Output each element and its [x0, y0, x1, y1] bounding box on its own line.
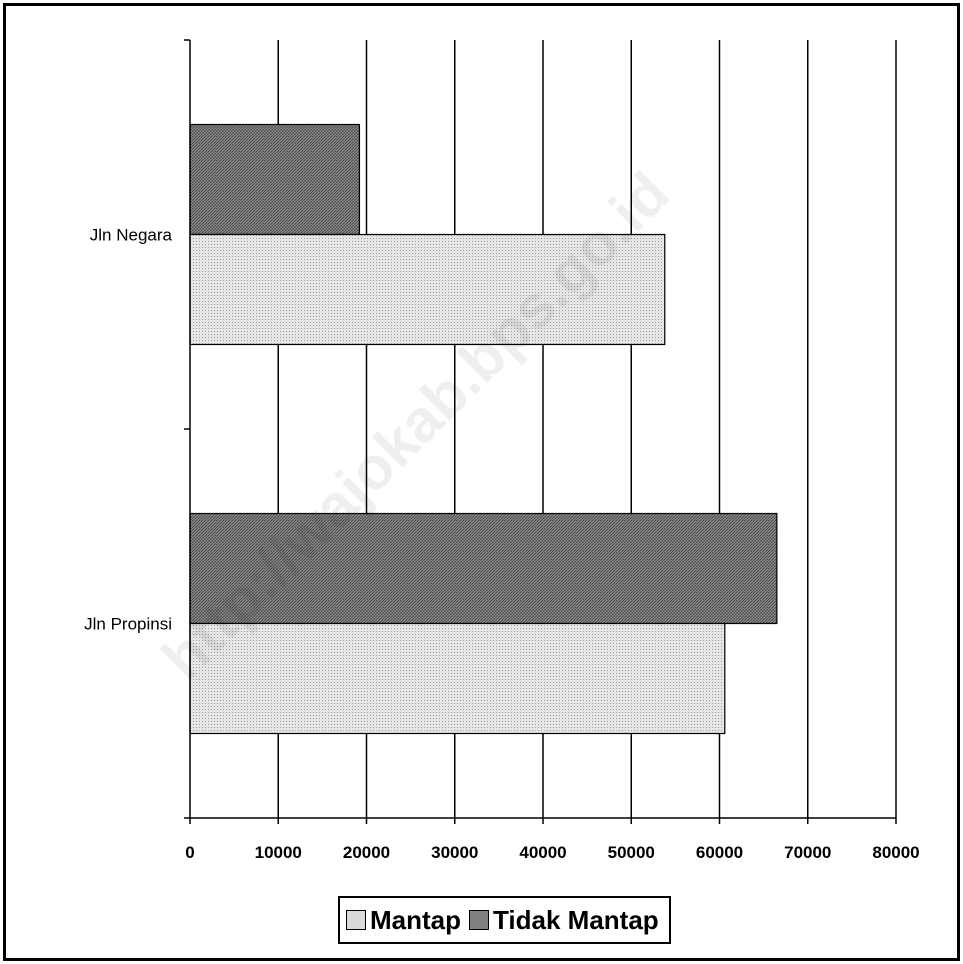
chart-frame	[3, 3, 960, 961]
legend-item-mantap: Mantap	[346, 905, 461, 936]
x-tick-label-50000: 50000	[608, 843, 655, 862]
x-tick-label-20000: 20000	[343, 843, 390, 862]
x-tick-label-60000: 60000	[696, 843, 743, 862]
legend-label-tidak-mantap: Tidak Mantap	[493, 904, 659, 935]
category-label-jln-negara: Jln Negara	[90, 226, 173, 245]
legend-label-mantap: Mantap	[370, 904, 461, 935]
x-tick-label-10000: 10000	[255, 843, 302, 862]
axes	[184, 39, 897, 824]
x-tick-label-70000: 70000	[784, 843, 831, 862]
bar-jln-negara-tidak-mantap	[189, 123, 361, 236]
x-tick-label-40000: 40000	[519, 843, 566, 862]
legend-swatch-tidak-mantap	[469, 910, 489, 930]
bar-jln-propinsi-tidak-mantap	[189, 512, 778, 625]
legend-swatch-mantap	[346, 910, 366, 930]
x-tick-label-80000: 80000	[872, 843, 919, 862]
legend: Mantap Tidak Mantap	[338, 896, 671, 944]
legend-item-tidak-mantap: Tidak Mantap	[469, 905, 659, 936]
bars	[189, 123, 778, 735]
bar-jln-propinsi-mantap	[189, 622, 726, 735]
x-tick-label-30000: 30000	[431, 843, 478, 862]
labels: Jln Negara Jln Propinsi 0 10000 20000 30000 40…	[84, 226, 920, 863]
bar-jln-negara-mantap	[189, 233, 666, 346]
x-tick-label-0: 0	[185, 843, 194, 862]
category-label-jln-propinsi: Jln Propinsi	[84, 615, 172, 634]
